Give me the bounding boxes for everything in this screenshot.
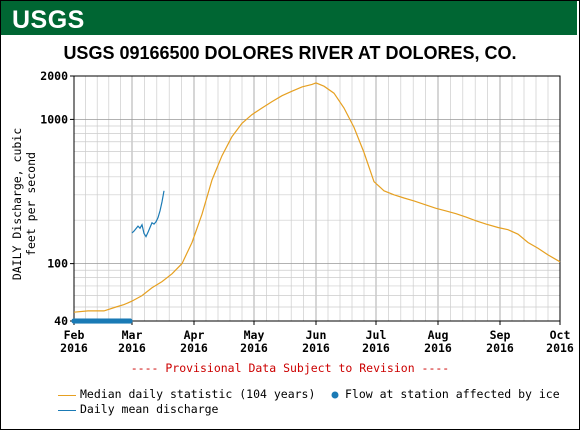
x-tick-label-year: 2016 (180, 341, 208, 355)
x-tick-label-month: Jul (366, 328, 387, 342)
y-tick-label: 40 (54, 314, 68, 328)
y-tick-label: 1000 (40, 112, 68, 126)
legend-median-line (58, 395, 76, 396)
legend-ice-marker (331, 391, 339, 399)
y-tick-label: 2000 (40, 69, 68, 83)
x-tick-label-month: Mar (122, 328, 143, 342)
chart-title: USGS 09166500 DOLORES RIVER AT DOLORES, … (63, 43, 517, 63)
x-tick-label-year: 2016 (362, 341, 390, 355)
legend-daily-label: Daily mean discharge (80, 402, 219, 416)
x-tick-label-year: 2016 (240, 341, 268, 355)
x-tick-label-year: 2016 (302, 341, 330, 355)
axis-ticks: Feb2016Mar2016Apr2016May2016Jun2016Jul20… (40, 69, 574, 355)
x-tick-label-month: Aug (428, 328, 449, 342)
x-tick-label-month: Sep (490, 328, 511, 342)
x-tick-label-month: Oct (550, 328, 571, 342)
x-tick-label-year: 2016 (424, 341, 452, 355)
legend-daily-line (58, 410, 76, 411)
provisional-notice: ---- Provisional Data Subject to Revisio… (130, 361, 450, 375)
usgs-banner: USGS (1, 1, 577, 35)
legend-median-label: Median daily statistic (104 years) (80, 387, 316, 401)
x-tick-label-year: 2016 (60, 341, 88, 355)
daily-mean-line (131, 190, 165, 238)
usgs-logo[interactable]: USGS (12, 6, 85, 34)
x-tick-label-month: May (244, 328, 265, 342)
x-tick-label-year: 2016 (118, 341, 146, 355)
median-line (73, 82, 561, 313)
ice-marker (127, 318, 133, 324)
x-tick-label-month: Jun (306, 328, 327, 342)
x-tick-label-month: Apr (184, 328, 205, 342)
x-tick-label-year: 2016 (546, 341, 574, 355)
y-tick-label: 100 (47, 257, 68, 271)
x-tick-label-year: 2016 (486, 341, 514, 355)
series-group (71, 82, 561, 324)
plot-area (73, 75, 561, 322)
grid (73, 75, 561, 322)
legend-ice-label: Flow at station affected by ice (345, 387, 560, 401)
x-tick-label-month: Feb (64, 328, 85, 342)
